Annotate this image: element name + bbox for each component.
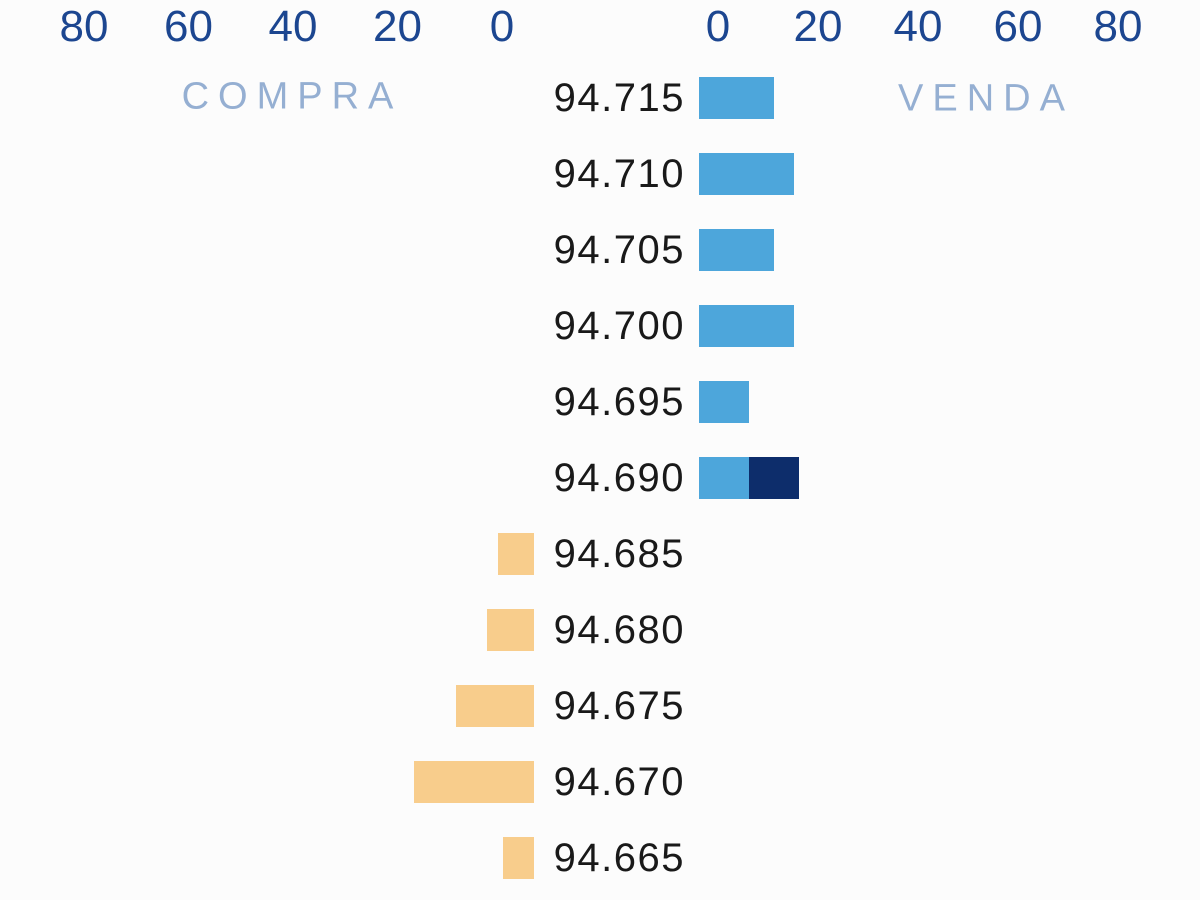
venda-bar bbox=[699, 153, 794, 195]
axis-tick-label: 0 bbox=[489, 2, 515, 51]
axis-tick-label: 60 bbox=[993, 2, 1043, 51]
compra-bar bbox=[414, 761, 534, 803]
axis-tick-label: 20 bbox=[373, 2, 422, 51]
compra-bar bbox=[456, 685, 534, 727]
compra-side-label: COMPRA bbox=[181, 75, 403, 118]
price-label: 94.670 bbox=[553, 760, 685, 804]
venda-bar-highlight bbox=[749, 457, 799, 499]
compra-bar bbox=[487, 609, 534, 651]
venda-bar bbox=[699, 381, 749, 423]
price-label: 94.700 bbox=[553, 304, 685, 348]
axis-tick-label: 20 bbox=[793, 2, 843, 51]
compra-bar bbox=[497, 533, 534, 575]
price-label: 94.710 bbox=[553, 152, 685, 196]
price-label: 94.680 bbox=[553, 608, 685, 652]
axis-tick-label: 0 bbox=[705, 2, 731, 51]
price-label: 94.705 bbox=[553, 228, 685, 272]
axis-tick-label: 80 bbox=[1093, 2, 1143, 51]
axis-tick-label: 60 bbox=[164, 2, 213, 51]
price-label: 94.715 bbox=[553, 76, 685, 120]
venda-bar bbox=[699, 305, 794, 347]
price-label: 94.690 bbox=[553, 456, 685, 500]
venda-bar bbox=[699, 229, 774, 271]
price-label: 94.695 bbox=[553, 380, 685, 424]
price-label: 94.675 bbox=[553, 684, 685, 728]
price-label: 94.685 bbox=[553, 532, 685, 576]
venda-side-label: VENDA bbox=[898, 77, 1074, 120]
venda-bar bbox=[699, 77, 774, 119]
venda-bar bbox=[699, 457, 749, 499]
price-label: 94.665 bbox=[553, 836, 685, 880]
compra-bar bbox=[502, 837, 534, 879]
axis-tick-label: 40 bbox=[268, 2, 318, 51]
axis-tick-label: 80 bbox=[59, 2, 109, 51]
axis-tick-label: 40 bbox=[893, 2, 943, 51]
